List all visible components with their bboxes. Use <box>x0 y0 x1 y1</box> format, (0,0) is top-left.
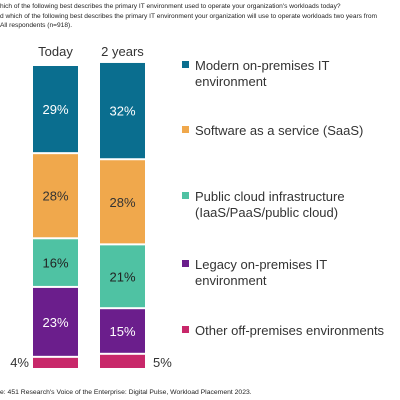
legend-label-modern: Modern on-premises IT environment <box>195 58 330 89</box>
data-label-legacy-1: 15% <box>109 324 135 339</box>
category-label-0: Today <box>38 44 73 59</box>
data-label-modern-1: 32% <box>109 104 135 119</box>
bar-segment-saas-1 <box>100 160 145 244</box>
source-note: e: 451 Research's Voice of the Enterpris… <box>0 389 252 396</box>
legend-label-saas: Software as a service (SaaS) <box>195 123 364 138</box>
data-label-modern-0: 29% <box>42 102 68 117</box>
bar-segment-legacy-1 <box>100 309 145 353</box>
data-label-public-0: 16% <box>42 256 68 271</box>
data-label-public-1: 21% <box>109 269 135 284</box>
category-label-1: 2 years <box>101 44 144 59</box>
legend-swatch-saas <box>182 126 189 133</box>
data-label-other-1: 5% <box>153 355 172 370</box>
data-label-legacy-0: 23% <box>42 315 68 330</box>
bar-segment-public-1 <box>100 245 145 308</box>
question-line-3: All respondents (n=918). <box>0 22 73 29</box>
legend-swatch-public <box>182 192 189 199</box>
legend-label-legacy: Legacy on-premises IT environment <box>195 257 327 288</box>
question-line-2: d which of the following best describes … <box>0 12 377 20</box>
question-line-1: hich of the following best describes the… <box>0 3 341 10</box>
bar-segment-modern-1 <box>100 62 145 159</box>
data-label-saas-1: 28% <box>109 195 135 210</box>
bar-segment-saas-0 <box>33 154 78 238</box>
legend-swatch-legacy <box>182 260 189 267</box>
legend-label-other: Other off-premises environments <box>195 323 385 338</box>
bar-segment-other-1 <box>100 354 145 368</box>
data-label-other-0: 4% <box>10 355 29 370</box>
legend-swatch-other <box>182 326 189 333</box>
legend-label-public: Public cloud infrastructure (IaaS/PaaS/p… <box>195 189 345 220</box>
bar-segment-modern-0 <box>33 66 78 153</box>
bar-segment-legacy-0 <box>33 287 78 356</box>
legend-swatch-modern <box>182 61 189 68</box>
bar-segment-other-0 <box>33 357 78 368</box>
bar-segment-public-0 <box>33 239 78 286</box>
data-label-saas-0: 28% <box>42 189 68 204</box>
question-text: hich of the following best describes the… <box>0 2 400 31</box>
